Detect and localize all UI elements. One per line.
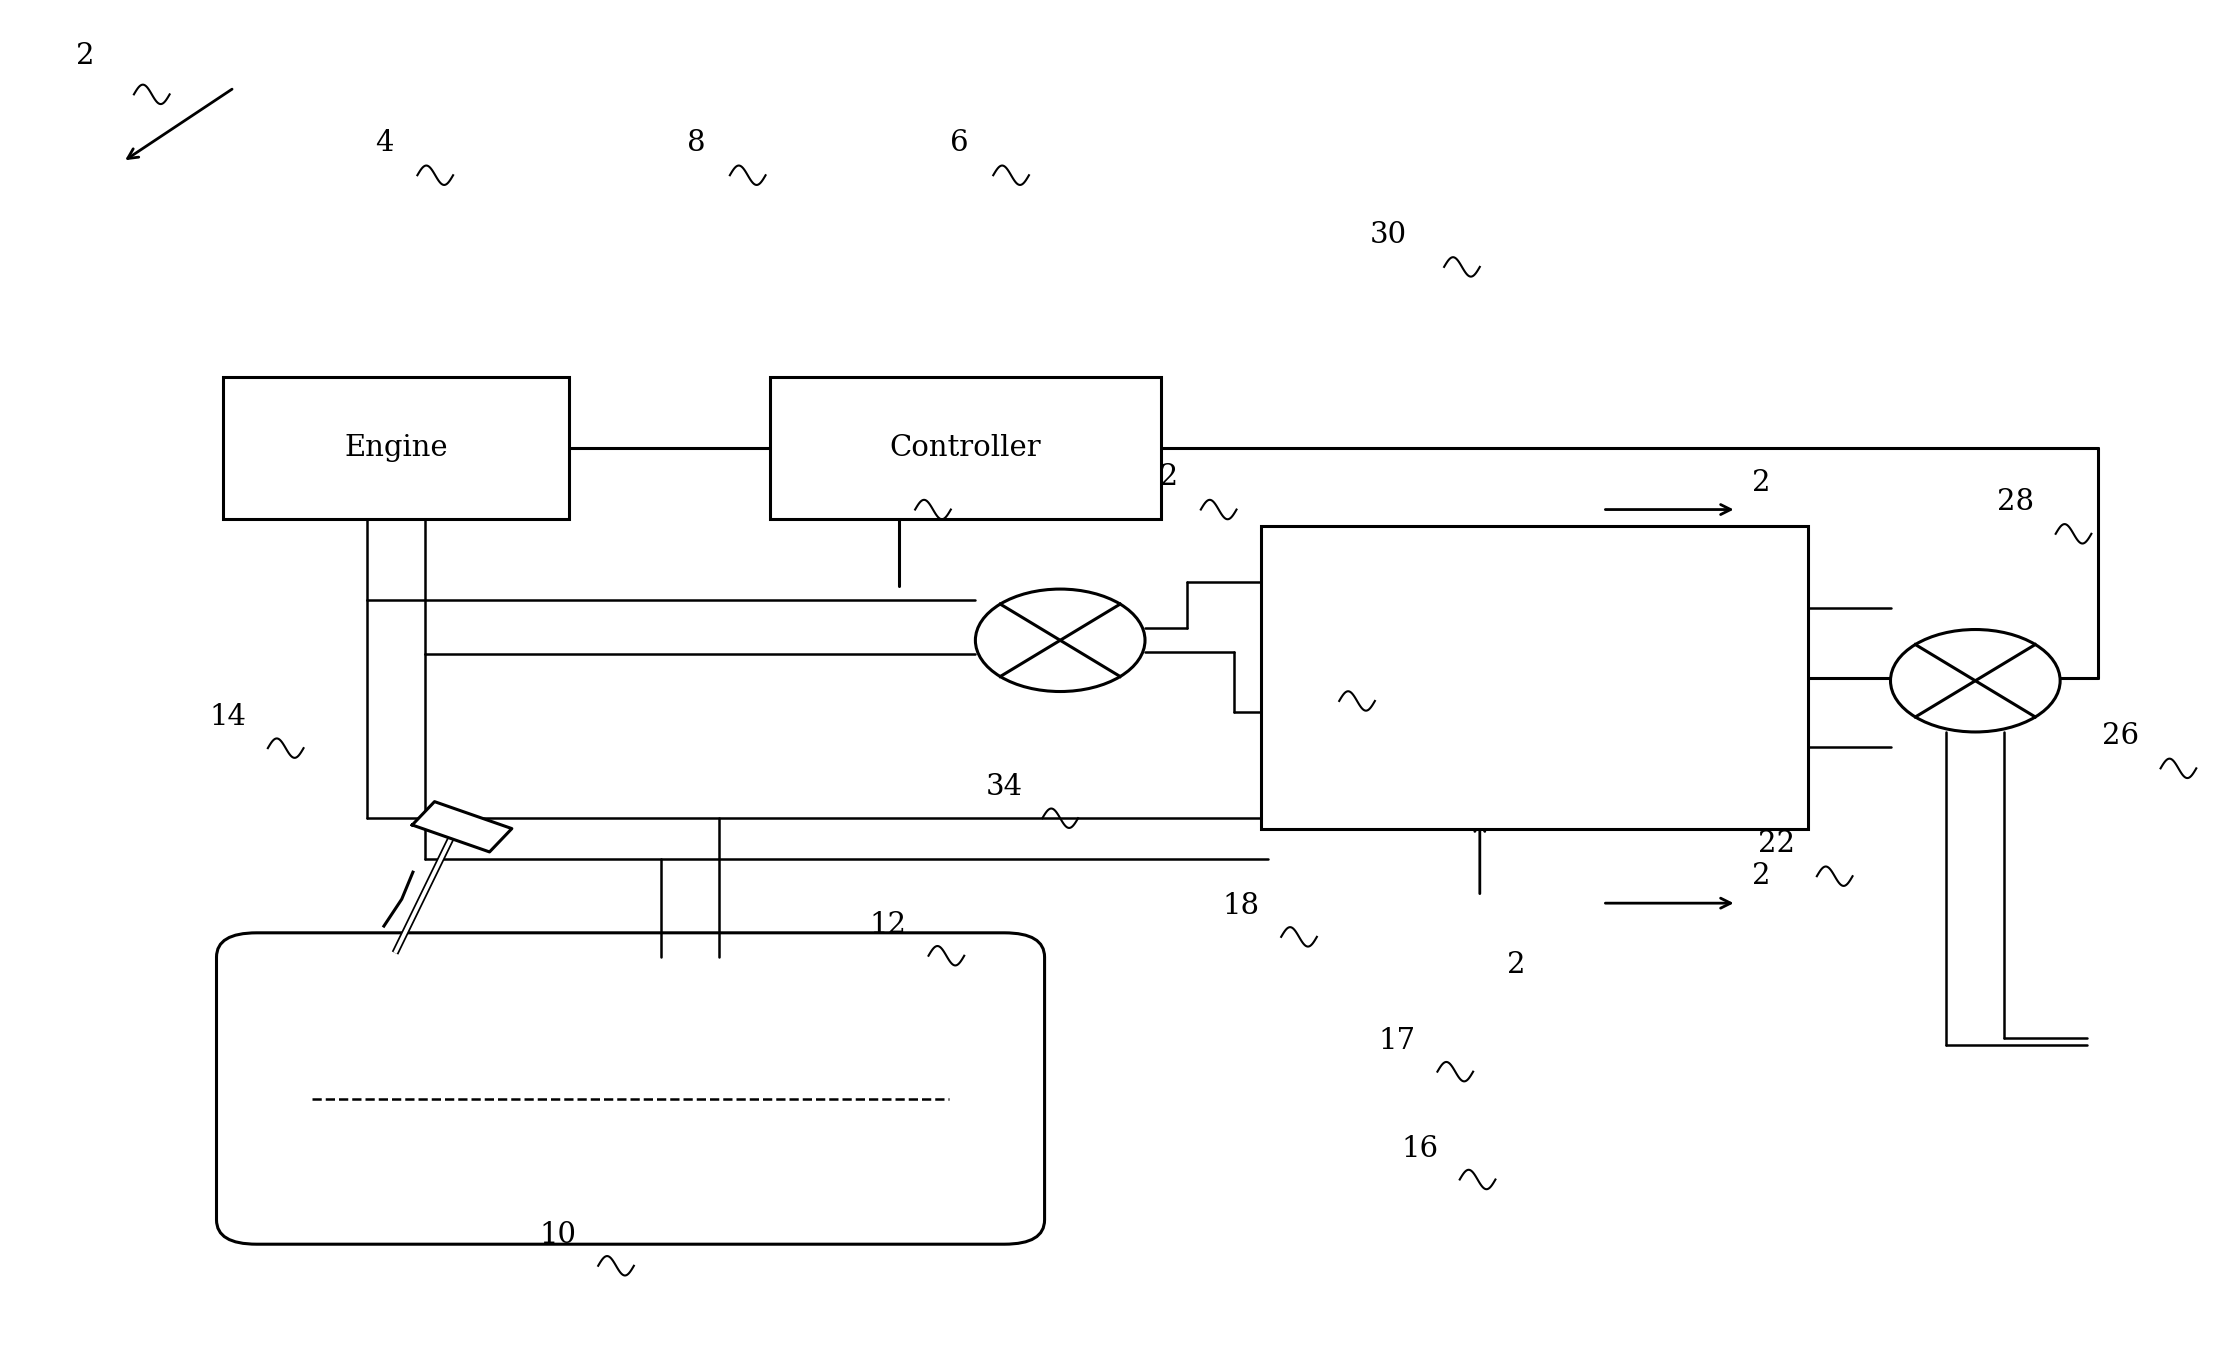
- Text: 16: 16: [1402, 1135, 1437, 1162]
- Text: 8: 8: [687, 129, 705, 156]
- Circle shape: [1891, 630, 2060, 732]
- Text: 32: 32: [1143, 464, 1178, 491]
- Text: 28: 28: [1998, 488, 2033, 515]
- Text: 22: 22: [1759, 830, 1795, 857]
- Text: 14: 14: [210, 704, 246, 731]
- Text: 12: 12: [870, 911, 906, 938]
- Text: 4: 4: [375, 129, 393, 156]
- Text: 24: 24: [1281, 655, 1317, 682]
- Text: Engine: Engine: [344, 434, 449, 462]
- Circle shape: [975, 589, 1145, 692]
- FancyBboxPatch shape: [223, 377, 569, 519]
- FancyBboxPatch shape: [217, 933, 1045, 1244]
- Text: 2: 2: [1752, 469, 1770, 496]
- Text: 2: 2: [1752, 863, 1770, 890]
- FancyBboxPatch shape: [1261, 526, 1808, 829]
- FancyBboxPatch shape: [770, 377, 1161, 519]
- Text: 10: 10: [540, 1221, 576, 1248]
- Text: 30: 30: [1370, 221, 1406, 248]
- Text: 34: 34: [987, 774, 1022, 801]
- Text: 6: 6: [951, 129, 969, 156]
- Text: 2: 2: [1507, 952, 1524, 979]
- Text: Controller: Controller: [891, 434, 1040, 462]
- Text: 26: 26: [2103, 723, 2138, 749]
- Text: 36: 36: [857, 464, 893, 491]
- Polygon shape: [413, 802, 511, 852]
- Text: 2: 2: [76, 42, 94, 70]
- Text: 17: 17: [1379, 1027, 1415, 1054]
- Text: 18: 18: [1223, 892, 1259, 919]
